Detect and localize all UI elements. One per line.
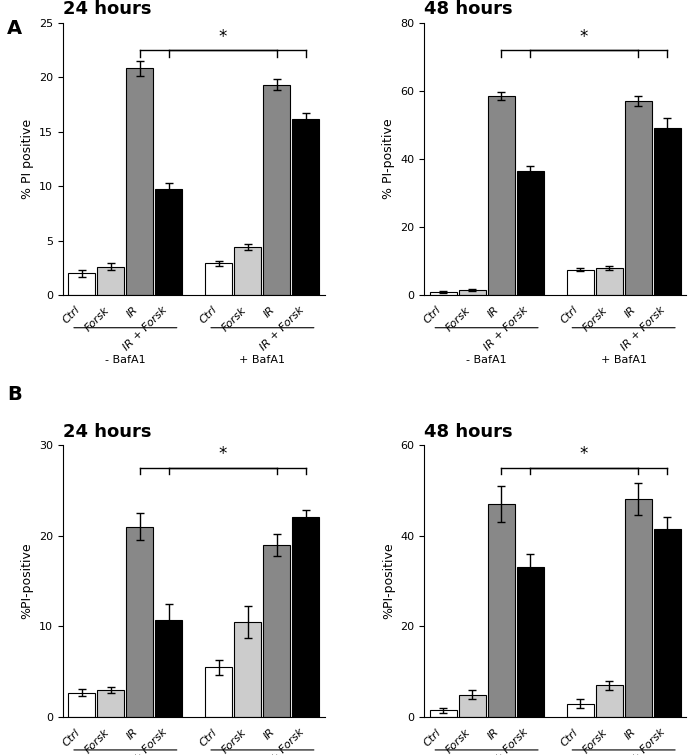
Text: - BafA1: - BafA1	[466, 355, 507, 365]
Bar	[517, 171, 543, 295]
Text: 48 hours: 48 hours	[424, 0, 513, 18]
Text: - BafA1: - BafA1	[105, 355, 146, 365]
Y-axis label: % PI-positive: % PI-positive	[382, 119, 395, 199]
Text: *: *	[218, 28, 227, 46]
Y-axis label: % PI positive: % PI positive	[20, 119, 34, 199]
Bar	[69, 273, 95, 295]
Bar	[654, 528, 680, 717]
Text: *: *	[580, 445, 588, 464]
Bar	[654, 128, 680, 295]
Y-axis label: %PI-positive: %PI-positive	[20, 543, 34, 619]
Bar	[293, 517, 319, 717]
Bar	[234, 622, 261, 717]
Bar	[624, 101, 652, 295]
Text: A: A	[7, 19, 22, 38]
Bar	[155, 190, 182, 295]
Bar	[97, 690, 125, 717]
Bar	[234, 247, 261, 295]
Bar	[126, 526, 153, 717]
Bar	[488, 504, 514, 717]
Text: *: *	[580, 28, 588, 46]
Text: B: B	[7, 385, 22, 404]
Bar	[596, 686, 623, 717]
Text: 24 hours: 24 hours	[63, 423, 151, 440]
Bar	[458, 290, 486, 295]
Bar	[430, 710, 456, 717]
Bar	[263, 545, 290, 717]
Bar	[624, 499, 652, 717]
Bar	[263, 85, 290, 295]
Bar	[293, 119, 319, 295]
Y-axis label: %PI-positive: %PI-positive	[382, 543, 395, 619]
Bar	[596, 268, 623, 295]
Bar	[567, 704, 594, 717]
Bar	[206, 667, 232, 717]
Text: 48 hours: 48 hours	[424, 423, 513, 440]
Bar	[458, 695, 486, 717]
Bar	[488, 96, 514, 295]
Bar	[97, 267, 125, 295]
Text: + BafA1: + BafA1	[239, 355, 286, 365]
Bar	[430, 291, 456, 295]
Text: 24 hours: 24 hours	[63, 0, 151, 18]
Bar	[69, 693, 95, 717]
Bar	[567, 270, 594, 295]
Text: *: *	[218, 445, 227, 464]
Bar	[126, 69, 153, 295]
Bar	[155, 620, 182, 717]
Bar	[206, 263, 232, 295]
Text: + BafA1: + BafA1	[601, 355, 647, 365]
Bar	[517, 568, 543, 717]
